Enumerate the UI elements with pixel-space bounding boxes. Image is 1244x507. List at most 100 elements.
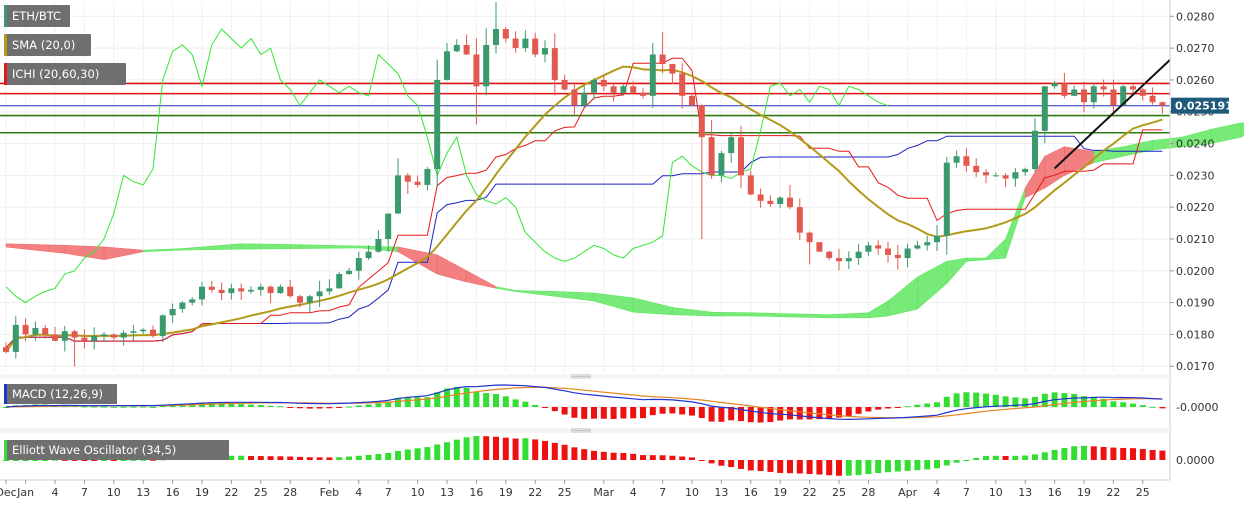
macd-hist-bar [336, 407, 343, 408]
ewo-bar [787, 460, 793, 474]
candle-body [767, 200, 774, 204]
macd-legend-label: MACD (12,26,9) [12, 387, 103, 401]
candle-body [1159, 102, 1166, 106]
ewo-bar [992, 455, 999, 460]
macd-hist-bar [140, 406, 147, 408]
ewo-legend-label: Elliott Wave Oscillator (34,5) [12, 443, 176, 457]
x-tick-label: 25 [832, 486, 846, 499]
x-tick-label: 19 [499, 486, 513, 499]
candle-body [581, 92, 588, 106]
ewo-bar [463, 437, 470, 460]
x-tick-label: 16 [744, 486, 758, 499]
candle-body [591, 79, 597, 93]
candle-body [610, 86, 617, 93]
macd-signal-line [5, 386, 1163, 419]
macd-hist-bar [591, 407, 597, 419]
candle-body [738, 137, 744, 176]
candle-body [620, 86, 627, 93]
macd-hist-bar [316, 407, 323, 409]
macd-hist-bar [1032, 396, 1038, 407]
candle-body [894, 254, 901, 259]
macd-hist-bar [689, 407, 695, 416]
macd-hist-bar [1100, 398, 1107, 407]
macd-hist-bar [306, 407, 313, 409]
ewo-bar [738, 460, 744, 469]
macd-hist-bar [287, 407, 294, 408]
macd-hist-bar [355, 405, 362, 407]
ewo-bar [522, 438, 529, 460]
candle-body [904, 248, 911, 259]
cloud-segment [1211, 122, 1242, 144]
legend-item[interactable]: ETH/BTC [4, 5, 70, 27]
x-tick-label: 4 [934, 486, 941, 499]
candle-body [12, 324, 19, 352]
x-tick-label: 25 [1136, 486, 1150, 499]
ewo-bar [591, 450, 597, 460]
candle-body [924, 242, 931, 246]
candle-body [943, 162, 950, 236]
candle-body [1139, 89, 1146, 96]
candle-body [875, 245, 882, 249]
candle-body [277, 286, 284, 294]
legend[interactable]: ETH/BTC SMA (20,0) ICHI (20,60,30) MACD (12… [4, 5, 229, 460]
macd-hist-bar [669, 407, 676, 414]
candle-body [963, 156, 970, 166]
macd-hist-bar [757, 407, 764, 423]
ewo-bar [659, 455, 666, 460]
candle-body [346, 270, 352, 274]
candle-body [649, 54, 656, 96]
ewo-bar [983, 455, 989, 460]
candle-body [336, 273, 343, 289]
candle-body [865, 245, 872, 252]
cloud-segment [1240, 122, 1244, 138]
legend-item[interactable]: SMA (20,0) [4, 34, 91, 56]
ewo-bar [238, 455, 245, 460]
macd-hist-bar [659, 407, 666, 414]
candle-body [728, 137, 735, 154]
cloud-segment [711, 311, 752, 317]
candle-body [1041, 86, 1048, 131]
ewo-bar [1159, 450, 1166, 460]
ewo-bar [561, 444, 568, 460]
macd-hist-bar [992, 394, 999, 407]
candle-body [542, 48, 548, 55]
macd-hist-bar [110, 406, 117, 408]
candle-body [640, 92, 646, 96]
candle-body [1130, 86, 1136, 90]
ewo-bar [385, 452, 392, 460]
candle-body [120, 332, 127, 338]
legend-item[interactable]: ICHI (20,60,30) [4, 63, 126, 85]
macd-legend[interactable]: MACD (12,26,9) [4, 384, 117, 404]
candle-body [297, 296, 303, 303]
cloud-segment [750, 312, 791, 318]
macd-hist-bar [120, 406, 127, 408]
ewo-bar [414, 448, 421, 460]
macd-hist-bar [551, 407, 558, 412]
y-tick-label: 0.0170 [1176, 360, 1215, 373]
ewo-bar [708, 460, 715, 464]
x-tick-label: Jan [16, 486, 34, 499]
macd-hist-bar [1139, 405, 1146, 407]
candle-body [179, 302, 186, 309]
macd-hist-bar [600, 407, 607, 419]
macd-hist-bar [1130, 403, 1136, 407]
macd-hist-bar [101, 406, 107, 408]
macd-hist-bar [943, 396, 950, 407]
candle-body [218, 289, 225, 294]
ewo-legend[interactable]: Elliott Wave Oscillator (34,5) [4, 440, 229, 460]
macd-hist-bar [796, 407, 803, 420]
macd-hist-bar [875, 407, 882, 410]
candle-body [1110, 89, 1117, 106]
ewo-bar [816, 460, 823, 475]
ewo-bar [140, 459, 147, 461]
ewo-bar [806, 460, 813, 475]
candle-body [453, 44, 460, 52]
macd-hist-bar [1041, 393, 1048, 407]
candle-body [1149, 95, 1156, 103]
macd-hist-bar [836, 407, 842, 418]
macd-tick-label: -0.0000 [1176, 401, 1218, 414]
candle-body [326, 288, 333, 292]
candle-body [983, 172, 989, 176]
macd-hist-bar [924, 403, 931, 407]
